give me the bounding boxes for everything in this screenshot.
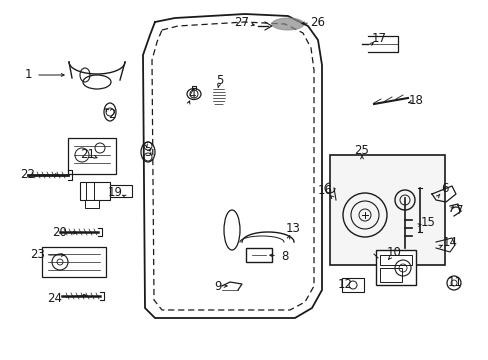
Text: 19: 19	[107, 185, 122, 198]
Text: 14: 14	[442, 235, 457, 248]
Text: 15: 15	[420, 216, 434, 229]
Bar	[42, 247, 106, 277]
Text: 11: 11	[447, 275, 462, 288]
Bar	[110, 185, 132, 197]
Text: 2: 2	[108, 108, 116, 122]
Ellipse shape	[212, 85, 225, 107]
Text: 5: 5	[216, 73, 223, 86]
Text: 25: 25	[354, 144, 368, 157]
Text: 18: 18	[408, 94, 423, 107]
Text: 21: 21	[81, 148, 95, 162]
Bar	[245, 248, 271, 262]
Text: 24: 24	[47, 292, 62, 305]
Bar	[329, 155, 444, 265]
Text: 10: 10	[386, 247, 401, 260]
Bar	[341, 278, 363, 292]
Text: 26: 26	[310, 15, 325, 28]
Bar	[379, 268, 401, 282]
Text: 8: 8	[281, 249, 288, 262]
Text: 9: 9	[214, 279, 221, 292]
Text: 13: 13	[285, 221, 300, 234]
Bar	[80, 182, 110, 200]
Text: 20: 20	[52, 225, 67, 238]
Ellipse shape	[271, 18, 304, 30]
Text: 1: 1	[24, 68, 32, 81]
Text: 6: 6	[440, 181, 448, 194]
Bar	[68, 138, 116, 174]
Text: 3: 3	[144, 145, 151, 158]
Text: 27: 27	[234, 15, 249, 28]
Text: 7: 7	[455, 203, 463, 216]
Text: 22: 22	[20, 168, 36, 181]
Text: 16: 16	[317, 184, 332, 197]
Text: 17: 17	[371, 31, 386, 45]
Text: 4: 4	[188, 89, 195, 102]
Bar	[375, 250, 415, 285]
Bar	[379, 255, 411, 265]
Text: 23: 23	[30, 248, 45, 261]
Text: 12: 12	[337, 279, 352, 292]
Bar	[85, 200, 99, 208]
